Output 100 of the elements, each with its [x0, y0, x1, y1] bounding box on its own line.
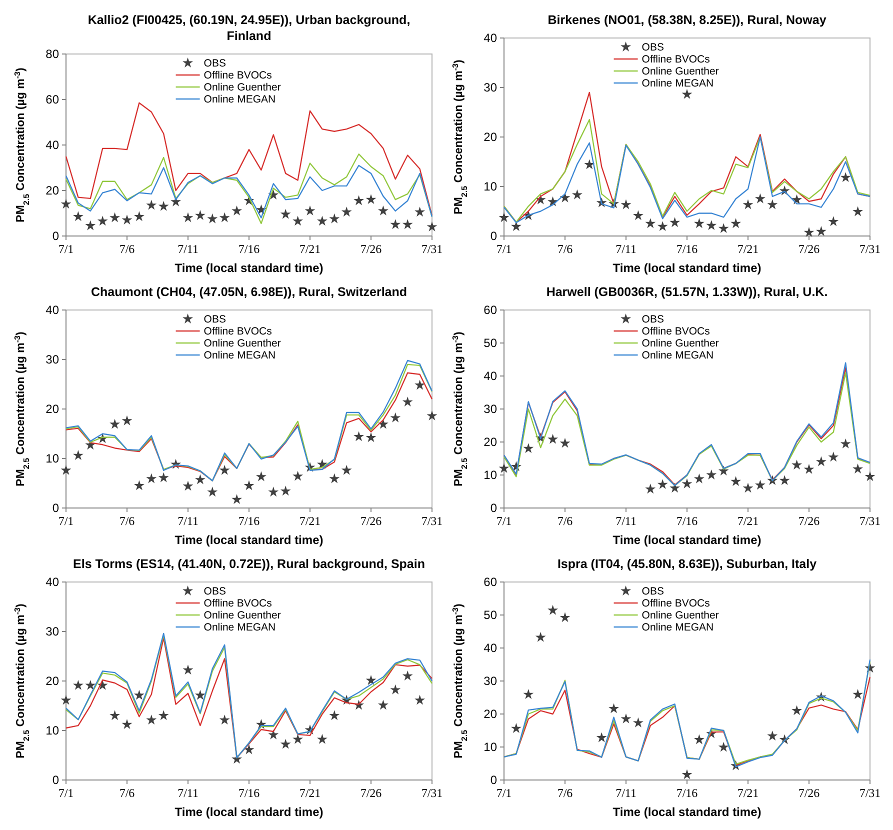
- legend-label: Online MEGAN: [204, 350, 276, 362]
- point: [110, 710, 120, 720]
- y-tick-label: 0: [490, 773, 498, 788]
- point: [560, 438, 570, 448]
- chart-title: Birkenes (NO01, (58.38N, 8.25E)), Rural, Noway: [548, 13, 826, 27]
- point: [390, 412, 401, 422]
- point: [730, 476, 742, 486]
- point: [354, 195, 364, 206]
- point: [182, 212, 194, 222]
- x-tick-label: 7/31: [859, 514, 881, 528]
- point: [718, 742, 729, 752]
- x-tick-label: 7/16: [238, 786, 260, 800]
- point: [742, 482, 754, 493]
- point: [85, 220, 96, 230]
- x-tick-label: 7/16: [676, 786, 698, 800]
- x-tick-label: 7/26: [360, 242, 382, 256]
- legend-label: Online Guenther: [642, 66, 720, 78]
- x-tick-label: 7/6: [557, 786, 573, 800]
- x-axis-title: Time (local standard time): [174, 261, 324, 275]
- legend-label: Offline BVOCs: [204, 70, 272, 82]
- point: [72, 680, 84, 690]
- point: [706, 220, 717, 230]
- point: [292, 216, 304, 226]
- x-tick-label: 7/11: [178, 514, 198, 528]
- point: [194, 690, 206, 700]
- point: [378, 700, 388, 710]
- point: [292, 734, 304, 744]
- y-tick-label: 20: [484, 707, 498, 722]
- y-tick-label: 40: [484, 369, 498, 384]
- line-series: [65, 154, 433, 224]
- point: [840, 438, 851, 448]
- point: [158, 710, 169, 720]
- y-tick-label: 60: [46, 92, 60, 107]
- point: [718, 223, 729, 234]
- point: [548, 434, 558, 444]
- x-tick-label: 7/26: [360, 514, 382, 528]
- point: [304, 205, 316, 216]
- x-tick-label: 7/21: [737, 786, 759, 800]
- legend-label: Online MEGAN: [204, 622, 276, 634]
- x-tick-label: 7/16: [238, 242, 260, 256]
- point: [402, 219, 413, 230]
- point: [72, 450, 84, 460]
- point: [146, 200, 157, 210]
- point: [779, 475, 790, 486]
- x-tick-label: 7/11: [616, 786, 636, 800]
- y-tick-label: 30: [46, 624, 60, 639]
- point: [498, 462, 510, 473]
- legend-label: OBS: [642, 314, 664, 326]
- point: [767, 199, 778, 210]
- x-tick-label: 7/21: [299, 514, 321, 528]
- point: [670, 482, 680, 493]
- point: [158, 200, 169, 211]
- point: [341, 464, 352, 475]
- y-tick-label: 0: [490, 501, 498, 516]
- point: [694, 218, 704, 228]
- point: [329, 473, 340, 484]
- point: [828, 452, 839, 462]
- point: [341, 206, 352, 217]
- point: [60, 198, 72, 209]
- point: [244, 744, 254, 754]
- point: [864, 471, 876, 482]
- point: [158, 472, 169, 482]
- legend-label: Offline BVOCs: [204, 598, 272, 610]
- y-tick-label: 10: [484, 740, 498, 754]
- x-tick-label: 7/1: [58, 514, 74, 528]
- y-tick-label: 30: [484, 674, 498, 688]
- point: [694, 734, 704, 744]
- point: [207, 486, 218, 497]
- y-tick-label: 20: [46, 184, 60, 198]
- y-tick-label: 40: [484, 641, 498, 656]
- x-tick-label: 7/6: [119, 786, 135, 800]
- point: [840, 172, 851, 182]
- line-series: [65, 102, 433, 216]
- point: [632, 717, 644, 728]
- y-tick-label: 40: [46, 138, 60, 152]
- point: [560, 612, 570, 622]
- point: [572, 189, 582, 200]
- y-tick-label: 40: [46, 303, 60, 318]
- x-tick-label: 7/16: [676, 242, 698, 256]
- point: [682, 478, 692, 488]
- y-tick-label: 50: [484, 336, 498, 350]
- point: [402, 670, 413, 680]
- x-tick-label: 7/11: [616, 242, 636, 256]
- legend-label: Online Guenther: [642, 338, 720, 350]
- chart-title: Chaumont (CH04, (47.05N, 6.98E)), Rural, Switzerland: [90, 285, 408, 299]
- x-tick-label: 7/21: [737, 242, 759, 256]
- y-tick-label: 0: [52, 501, 60, 516]
- point: [548, 604, 558, 615]
- point: [194, 210, 206, 220]
- point: [329, 710, 340, 720]
- x-tick-label: 7/21: [299, 786, 321, 800]
- chart-title: Harwell (GB0036R, (51.57N, 1.33W)), Rural, U.K.: [546, 285, 828, 299]
- point: [426, 410, 438, 420]
- point: [134, 480, 144, 490]
- point: [584, 159, 595, 170]
- x-tick-label: 7/16: [676, 514, 698, 528]
- y-tick-label: 20: [484, 130, 498, 144]
- line-series: [65, 164, 433, 218]
- point: [280, 486, 291, 496]
- x-tick-label: 7/1: [58, 242, 74, 256]
